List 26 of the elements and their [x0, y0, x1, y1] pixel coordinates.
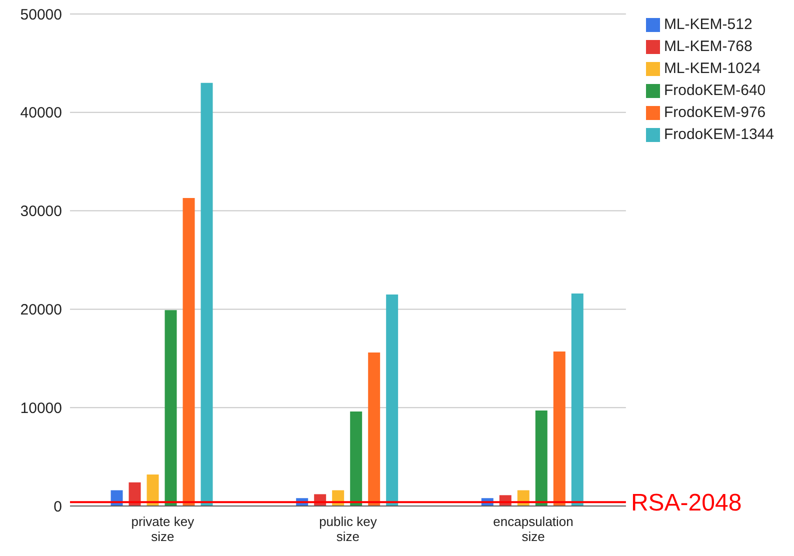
x-tick-label: encapsulation size: [493, 514, 574, 544]
legend-label: ML-KEM-512: [664, 16, 752, 33]
y-tick-label: 30000: [20, 203, 62, 220]
ref-line-label: RSA-2048: [630, 490, 742, 517]
y-tick-label: 0: [54, 498, 62, 516]
bar: [571, 293, 584, 506]
legend-label: FrodoKEM-640: [664, 82, 766, 99]
legend-label: FrodoKEM-1344: [664, 126, 774, 143]
bar: [386, 294, 398, 506]
legend-label: FrodoKEM-976: [664, 104, 766, 121]
bar: [350, 412, 362, 506]
bar: [164, 310, 177, 506]
x-tick-label: private key size: [131, 514, 195, 544]
y-tick-label: 20000: [20, 302, 62, 319]
y-tick-label: 40000: [20, 104, 62, 122]
bar: [368, 352, 380, 506]
bar: [200, 82, 213, 506]
bar: [553, 352, 566, 506]
x-tick-label: public key size: [319, 514, 378, 544]
bar: [535, 410, 548, 506]
legend-label: ML-KEM-1024: [664, 60, 761, 77]
y-tick-label: 10000: [20, 400, 62, 417]
bar: [146, 474, 159, 506]
bar: [182, 198, 195, 506]
legend-label: ML-KEM-768: [664, 38, 752, 55]
y-tick-label: 50000: [20, 6, 62, 24]
